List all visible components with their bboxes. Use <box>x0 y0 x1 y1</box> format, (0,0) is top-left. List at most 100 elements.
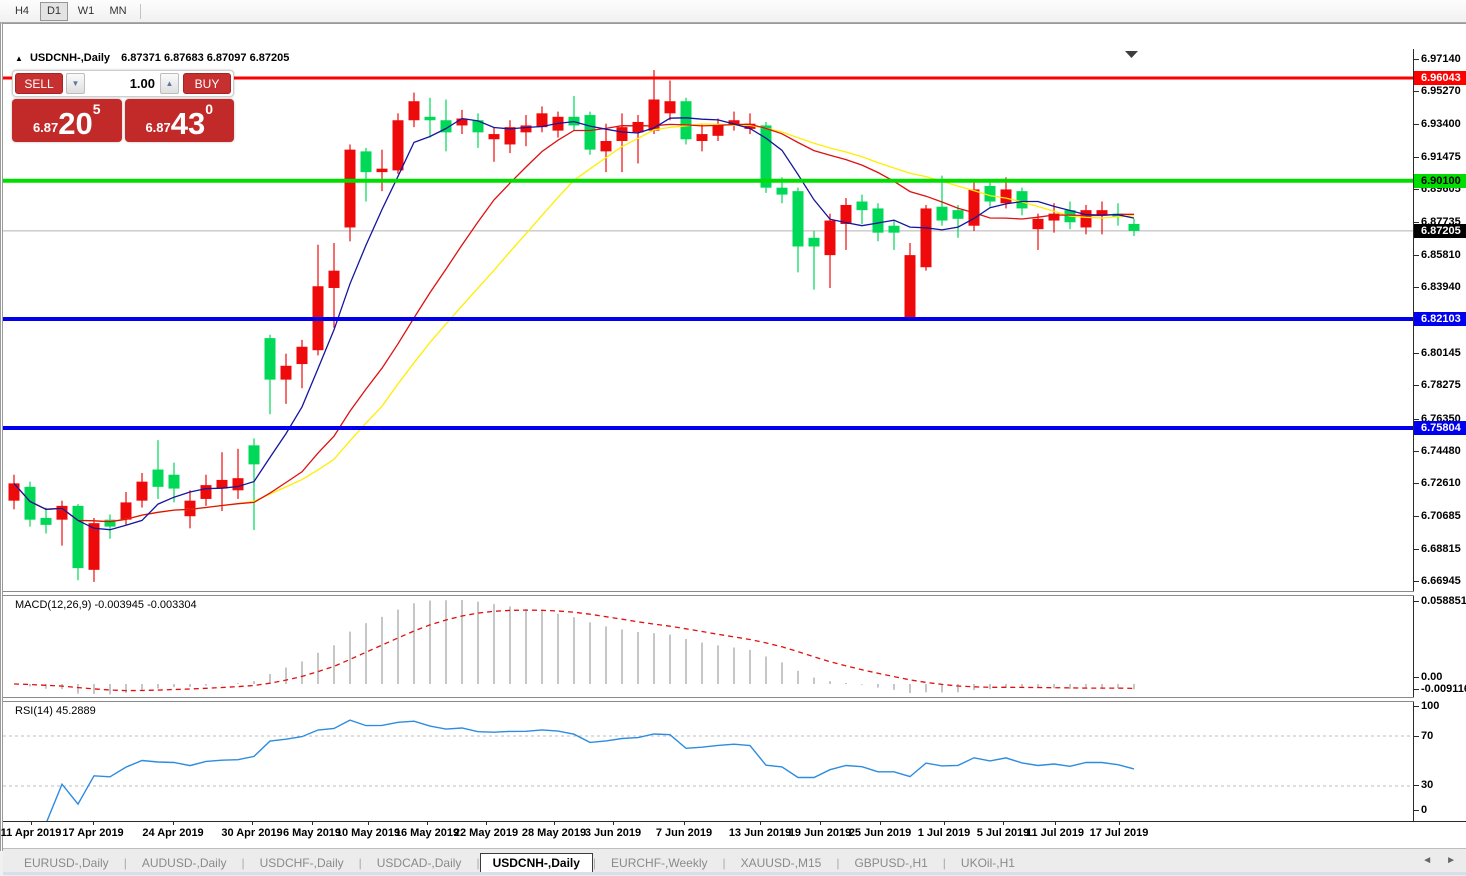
timeframe-toolbar: H4 D1 W1 MN <box>0 0 1466 23</box>
candle-body <box>168 474 180 489</box>
price-axis-label: 6.95270 <box>1414 85 1461 98</box>
tab-xauusd-m15[interactable]: XAUUSD-,M15 <box>740 856 822 870</box>
candle-body <box>1080 210 1092 228</box>
date-axis-label: 17 Jul 2019 <box>1089 827 1149 839</box>
date-axis-label: 10 May 2019 <box>335 827 401 839</box>
candle-body <box>136 481 148 501</box>
tab-ukoil-h1[interactable]: UKOil-,H1 <box>960 856 1015 870</box>
rsi-axis-label: 70 <box>1413 730 1434 742</box>
date-axis-tick <box>486 821 487 825</box>
candle-body <box>472 120 484 133</box>
candle-body <box>968 189 980 226</box>
date-axis-label: 13 Jun 2019 <box>728 827 792 839</box>
candle-body <box>360 151 372 173</box>
tab-gbpusd-h1[interactable]: GBPUSD-,H1 <box>854 856 928 870</box>
tab-usdcad-daily[interactable]: USDCAD-,Daily <box>376 856 462 870</box>
panel-separator[interactable] <box>3 591 1466 596</box>
current-price-badge: 6.87205 <box>1414 223 1466 238</box>
date-axis-tick <box>93 821 94 825</box>
volume-increase-button[interactable]: ▲ <box>160 73 179 94</box>
candle-body <box>536 113 548 128</box>
macd-indicator-chart[interactable] <box>3 595 1413 697</box>
candle-body <box>904 255 916 318</box>
price-axis-label: 6.91475 <box>1414 150 1461 163</box>
buy-button[interactable]: BUY <box>183 73 231 94</box>
sell-price-box[interactable]: 6.87 20 5 <box>12 99 122 142</box>
sell-price-big: 20 <box>58 106 93 141</box>
tab-scroll-right-icon[interactable]: ► <box>1446 855 1456 866</box>
date-axis-tick <box>760 821 761 825</box>
buy-price-sup: 0 <box>205 101 214 117</box>
date-axis-tick <box>880 821 881 825</box>
date-axis-label: 11 Jul 2019 <box>1025 827 1085 839</box>
date-axis-tick <box>944 821 945 825</box>
candle-body <box>376 168 388 173</box>
tab-usdchf-daily[interactable]: USDCHF-,Daily <box>259 856 344 870</box>
candle-body <box>616 127 628 141</box>
candle-body <box>920 208 932 268</box>
buy-price-box[interactable]: 6.87 43 0 <box>124 99 234 142</box>
volume-decrease-button[interactable]: ▼ <box>66 73 85 94</box>
chart-title: ▲ USDCNH-,Daily 6.87371 6.87683 6.87097 … <box>15 52 289 64</box>
candle-body <box>296 346 308 365</box>
candle-body <box>456 118 468 126</box>
date-axis-label: 6 May 2019 <box>282 827 342 839</box>
candle-body <box>1000 189 1012 204</box>
buy-price-big: 43 <box>170 106 206 141</box>
candle-body <box>952 210 964 219</box>
date-axis-label: 16 May 2019 <box>394 827 460 839</box>
tab-audusd-daily[interactable]: AUDUSD-,Daily <box>141 856 227 870</box>
candle-body <box>1048 213 1060 221</box>
candle-body <box>600 140 612 152</box>
price-axis-label: 6.93400 <box>1414 117 1461 130</box>
candle-body <box>872 208 884 233</box>
candle-body <box>744 123 756 129</box>
candle-body <box>520 125 532 133</box>
date-axis-tick <box>173 821 174 825</box>
date-axis-label: 17 Apr 2019 <box>62 827 124 839</box>
moving-average-20 <box>13 123 1135 523</box>
candle-body <box>440 120 452 133</box>
price-axis-label: 6.70685 <box>1414 510 1461 523</box>
candle-body <box>1128 223 1140 231</box>
date-axis-label: 7 Jun 2019 <box>655 827 713 839</box>
date-axis-tick <box>1003 821 1004 825</box>
macd-label: MACD(12,26,9) -0.003945 -0.003304 <box>15 599 197 611</box>
candlestick-chart[interactable] <box>3 49 1413 591</box>
price-axis-line <box>1413 49 1414 821</box>
rsi-indicator-chart[interactable] <box>3 701 1413 821</box>
price-level-badge: 6.96043 <box>1414 71 1466 85</box>
tab-eurusd-daily[interactable]: EURUSD-,Daily <box>24 856 109 870</box>
price-axis-label: 6.97140 <box>1414 53 1461 66</box>
price-axis[interactable]: 6.97140 6.95270 6.93400 6.91475 6.89605 6.877… <box>1413 24 1466 821</box>
macd-axis-label: -0.009116 <box>1414 682 1466 696</box>
panel-separator[interactable] <box>3 697 1466 702</box>
candle-body <box>248 445 260 465</box>
candle-body <box>104 519 116 527</box>
tab-usdcnh-daily[interactable]: USDCNH-,Daily <box>479 853 593 873</box>
candle-body <box>56 505 68 520</box>
timeframe-button-d1[interactable]: D1 <box>40 1 68 21</box>
macd-axis-label: 0.00 <box>1413 671 1443 683</box>
timeframe-button-h4[interactable]: H4 <box>14 5 30 17</box>
timeframe-button-w1[interactable]: W1 <box>77 5 95 17</box>
date-axis-label: 24 Apr 2019 <box>142 827 204 839</box>
date-axis-label: 30 Apr 2019 <box>221 827 283 839</box>
macd-axis-label: 0.058851 <box>1414 595 1466 607</box>
chart-shift-icon[interactable] <box>1125 51 1138 58</box>
timeframe-button-mn[interactable]: MN <box>109 5 127 17</box>
volume-input[interactable] <box>86 73 159 94</box>
tab-eurchf-weekly[interactable]: EURCHF-,Weekly <box>611 856 708 870</box>
candle-body <box>1016 191 1028 209</box>
tab-scroll-left-icon[interactable]: ◄ <box>1422 855 1433 866</box>
date-axis-label: 3 Jun 2019 <box>584 827 642 839</box>
sell-button[interactable]: SELL <box>15 73 63 94</box>
trade-panel-top-row: SELL ▼ ▲ BUY <box>12 70 234 97</box>
candle-body <box>232 478 244 491</box>
date-axis-tick <box>1119 821 1120 825</box>
price-axis-label: 6.68815 <box>1414 542 1461 555</box>
date-axis-label: 22 May 2019 <box>453 827 519 839</box>
collapse-ohlc-icon[interactable]: ▲ <box>15 54 23 63</box>
candle-body <box>40 517 52 525</box>
candle-body <box>88 523 100 570</box>
